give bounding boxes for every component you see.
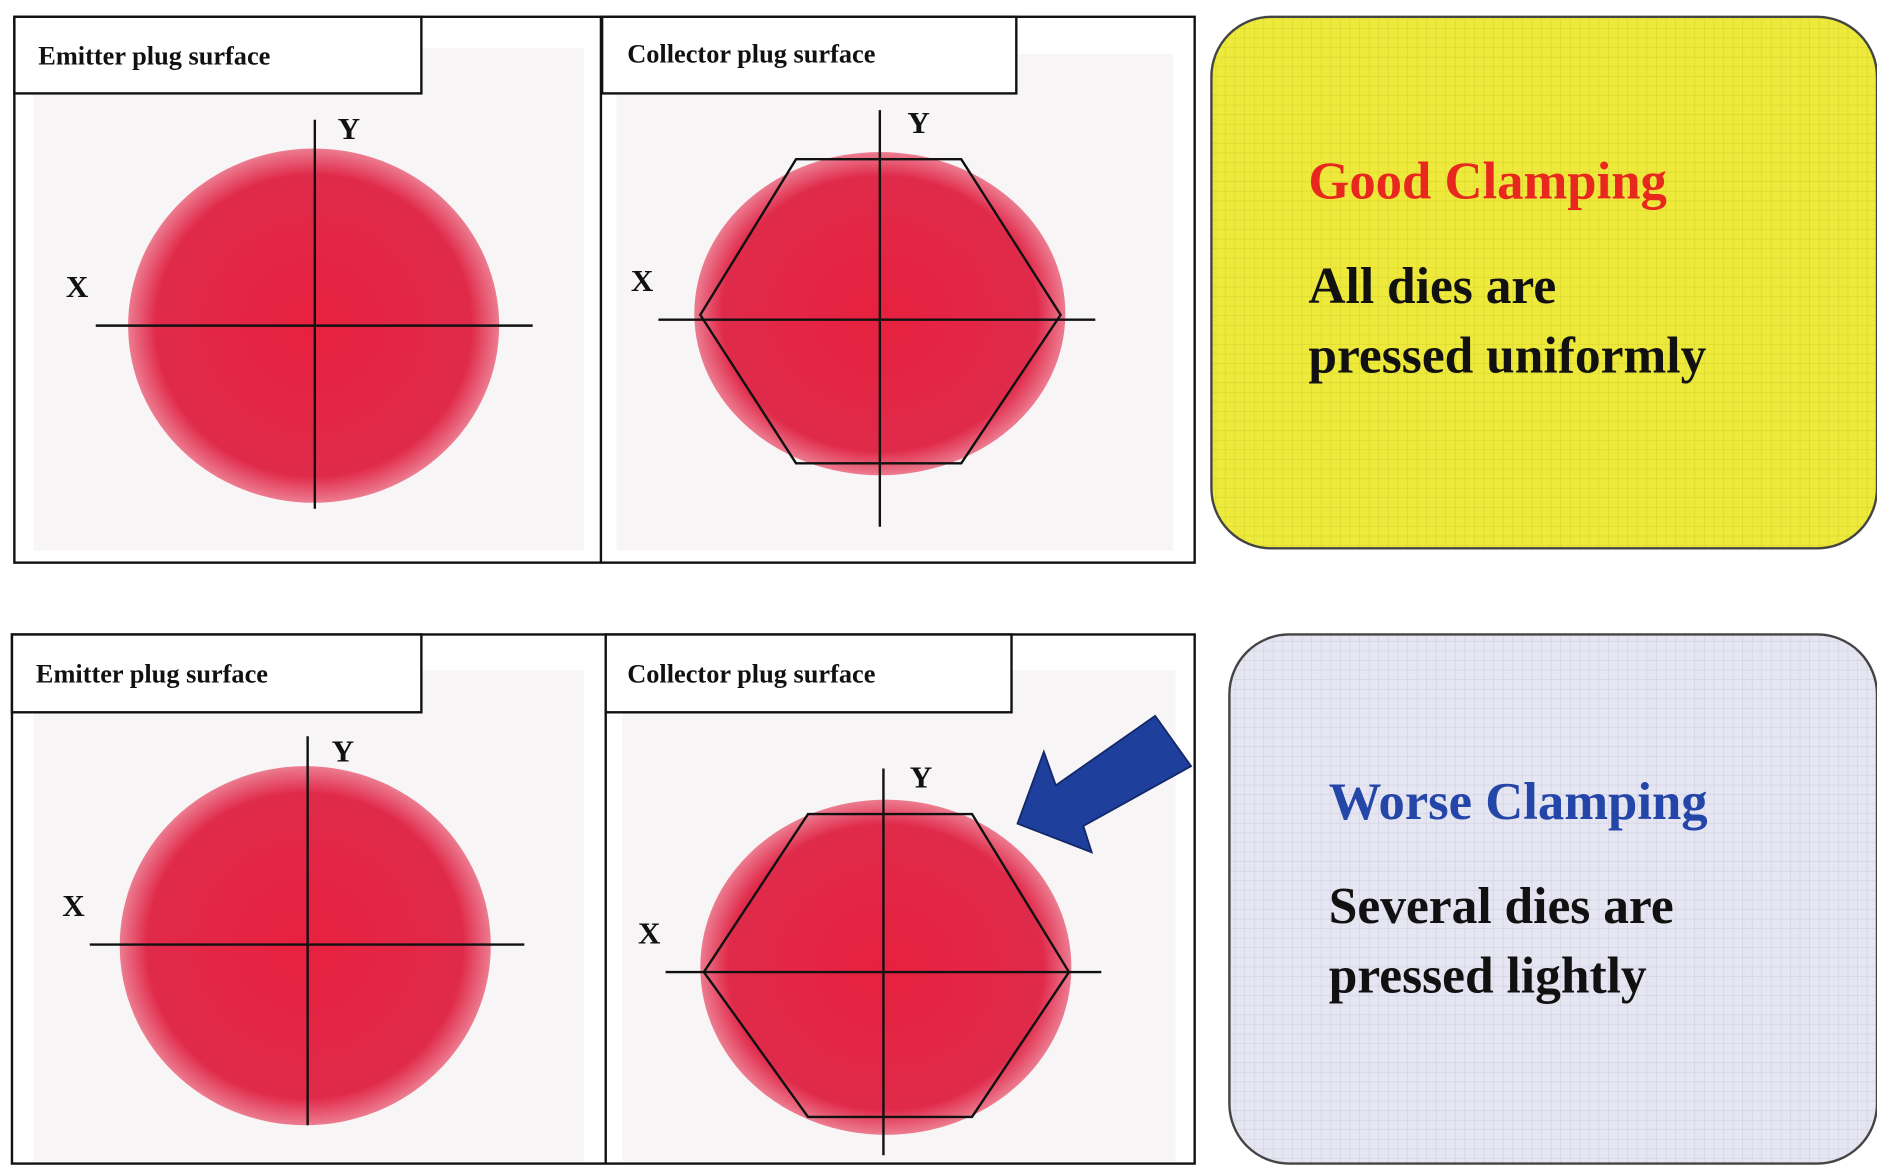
panel-label: Collector plug surface [627,39,875,68]
axis-label: X [62,888,85,923]
callout-box [1228,633,1877,1165]
panel-label: Emitter plug surface [36,659,268,688]
pressure-print [700,799,1072,1135]
callout-box [1210,15,1877,550]
axis-label: X [638,915,661,950]
callout-title: Worse Clamping [1329,773,1708,831]
callout-text: All dies are [1308,258,1556,315]
axis-label: Y [338,111,360,146]
axis-label: Y [332,733,354,768]
label-box [604,633,1013,714]
label-box [600,15,1018,95]
axis-label: Y [910,760,932,795]
arrow [1016,714,1193,854]
callout-text: pressed uniformly [1308,327,1706,384]
axis-label: X [66,269,89,304]
callout-text: pressed lightly [1329,947,1647,1004]
axis-label: Y [907,105,929,140]
hexagon [698,158,1063,465]
callout-title: Good Clamping [1308,153,1666,211]
panel-label: Emitter plug surface [38,42,270,71]
label-box [13,15,423,95]
label-box [10,633,423,714]
callout-text: Several dies are [1329,878,1674,935]
panel-label: Collector plug surface [627,659,875,688]
axis-label: X [631,263,654,298]
